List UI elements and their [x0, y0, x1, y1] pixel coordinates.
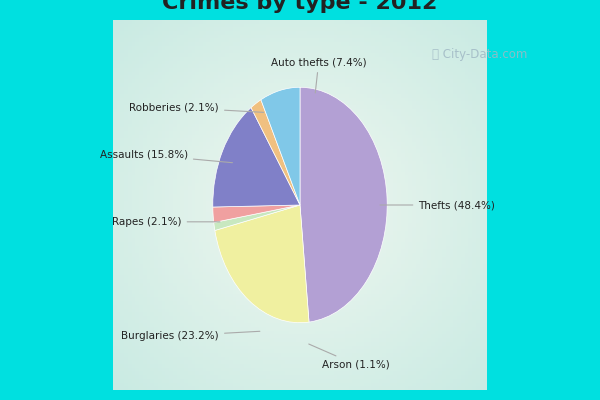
- Text: Rapes (2.1%): Rapes (2.1%): [112, 217, 220, 227]
- Text: ⓘ City-Data.com: ⓘ City-Data.com: [432, 48, 527, 61]
- Text: Auto thefts (7.4%): Auto thefts (7.4%): [271, 57, 367, 93]
- Wedge shape: [300, 87, 387, 322]
- Text: Thefts (48.4%): Thefts (48.4%): [380, 200, 495, 210]
- Title: Crimes by type - 2012: Crimes by type - 2012: [163, 0, 437, 13]
- Text: Assaults (15.8%): Assaults (15.8%): [100, 150, 232, 163]
- Wedge shape: [213, 108, 300, 207]
- Text: Arson (1.1%): Arson (1.1%): [309, 344, 390, 370]
- Wedge shape: [213, 205, 300, 222]
- Text: Robberies (2.1%): Robberies (2.1%): [130, 102, 263, 112]
- Wedge shape: [215, 205, 309, 323]
- Wedge shape: [261, 87, 300, 205]
- Wedge shape: [214, 205, 300, 230]
- Text: Burglaries (23.2%): Burglaries (23.2%): [121, 331, 260, 341]
- Wedge shape: [251, 100, 300, 205]
